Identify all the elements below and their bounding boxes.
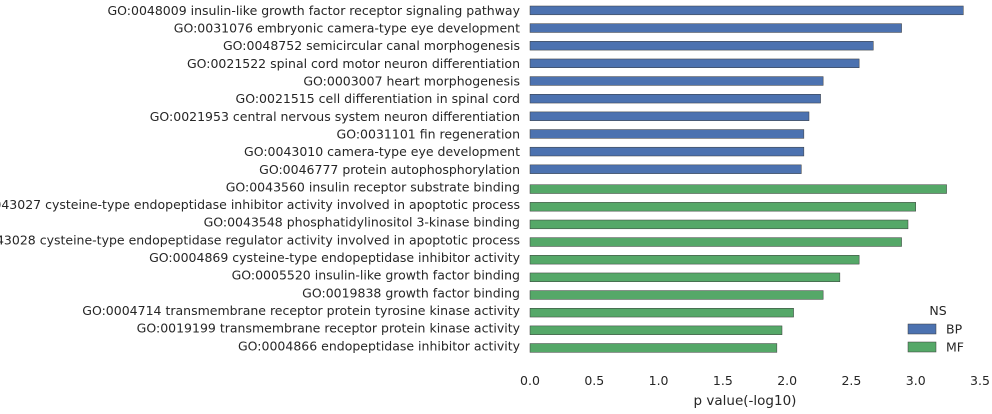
x-axis-ticks: 0.0 0.5 1.0 1.5 2.0 2.5 3.0 3.5 bbox=[520, 373, 990, 388]
category-label: GO:0019199 transmembrane receptor protei… bbox=[137, 321, 521, 336]
x-tick-label: 1.0 bbox=[649, 373, 669, 388]
category-label: GO:0043028 cysteine-type endopeptidase r… bbox=[0, 232, 520, 247]
bar-bp-4 bbox=[529, 76, 824, 86]
category-label: GO:0021515 cell differentiation in spina… bbox=[236, 91, 520, 106]
bar-bp-3 bbox=[529, 58, 860, 69]
legend-entries: BP MF bbox=[907, 322, 964, 355]
x-tick-label: 1.5 bbox=[713, 373, 733, 388]
category-label: GO:0043027 cysteine-type endopeptidase i… bbox=[0, 197, 520, 212]
x-tick-label: 0.5 bbox=[584, 373, 604, 388]
x-tick-label: 0.0 bbox=[520, 373, 540, 388]
category-label: GO:0004866 endopeptidase inhibitor activ… bbox=[238, 338, 521, 353]
bar-bp-9 bbox=[529, 164, 802, 174]
bar-bp-2 bbox=[529, 41, 874, 51]
legend-swatch-mf bbox=[907, 341, 937, 353]
legend: NS BP MF bbox=[907, 303, 964, 355]
bar-bp-5 bbox=[529, 94, 821, 104]
x-tick-label: 2.5 bbox=[841, 373, 861, 388]
bar-bp-0 bbox=[529, 5, 964, 16]
category-label: GO:0043560 insulin receptor substrate bi… bbox=[226, 179, 520, 194]
category-label: GO:0046777 protein autophosphorylation bbox=[259, 162, 520, 177]
bar-bp-7 bbox=[529, 129, 805, 139]
bar-bp-6 bbox=[529, 111, 810, 121]
bar-bp-1 bbox=[529, 23, 902, 33]
bar-bp-8 bbox=[529, 146, 805, 157]
x-tick-label: 2.0 bbox=[777, 373, 797, 388]
category-label: GO:0048009 insulin-like growth factor re… bbox=[107, 3, 520, 18]
legend-label-bp: BP bbox=[946, 322, 963, 337]
category-label: GO:0031076 embryonic camera-type eye dev… bbox=[174, 21, 520, 36]
bars-group bbox=[529, 5, 964, 353]
category-label: GO:0004869 cysteine-type endopeptidase i… bbox=[149, 250, 520, 265]
legend-swatch-bp bbox=[907, 323, 937, 335]
category-label: GO:0043010 camera-type eye development bbox=[244, 144, 520, 159]
category-label: GO:0021522 spinal cord motor neuron diff… bbox=[187, 56, 520, 71]
category-label: GO:0031101 fin regeneration bbox=[337, 126, 520, 141]
category-label: GO:0003007 heart morphogenesis bbox=[303, 74, 520, 89]
bar-mf-10 bbox=[529, 184, 947, 194]
category-label: GO:0004714 transmembrane receptor protei… bbox=[82, 303, 520, 318]
category-label: GO:0048752 semicircular canal morphogene… bbox=[223, 38, 520, 53]
category-label: GO:0043548 phosphatidylinositol 3-kinase… bbox=[204, 215, 520, 230]
bar-mf-11 bbox=[529, 202, 916, 212]
bar-mf-17 bbox=[529, 308, 794, 318]
bar-mf-14 bbox=[529, 255, 860, 265]
bar-mf-15 bbox=[529, 272, 841, 283]
category-labels: GO:0048009 insulin-like growth factor re… bbox=[0, 3, 521, 353]
x-tick-label: 3.0 bbox=[906, 373, 926, 388]
x-axis-title: p value(-log10) bbox=[694, 393, 797, 409]
legend-title: NS bbox=[929, 303, 946, 318]
bar-mf-16 bbox=[529, 290, 824, 300]
category-label: GO:0019838 growth factor binding bbox=[302, 285, 520, 300]
category-label: GO:0021953 central nervous system neuron… bbox=[150, 109, 520, 124]
x-tick-label: 3.5 bbox=[970, 373, 990, 388]
category-label: GO:0005520 insulin-like growth factor bi… bbox=[232, 268, 520, 283]
bar-mf-18 bbox=[529, 325, 783, 335]
bar-mf-19 bbox=[529, 343, 778, 353]
bar-mf-12 bbox=[529, 219, 909, 230]
bar-mf-13 bbox=[529, 237, 902, 247]
legend-label-mf: MF bbox=[946, 340, 964, 355]
